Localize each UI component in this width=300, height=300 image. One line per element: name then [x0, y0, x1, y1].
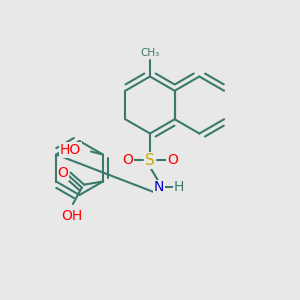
Text: O: O — [167, 154, 178, 167]
Text: O: O — [58, 166, 68, 180]
Text: H: H — [173, 181, 184, 194]
Text: O: O — [122, 154, 133, 167]
Text: N: N — [154, 181, 164, 194]
Text: HO: HO — [60, 143, 81, 157]
Text: OH: OH — [61, 209, 82, 224]
Text: S: S — [145, 153, 155, 168]
Text: CH₃: CH₃ — [140, 48, 160, 58]
